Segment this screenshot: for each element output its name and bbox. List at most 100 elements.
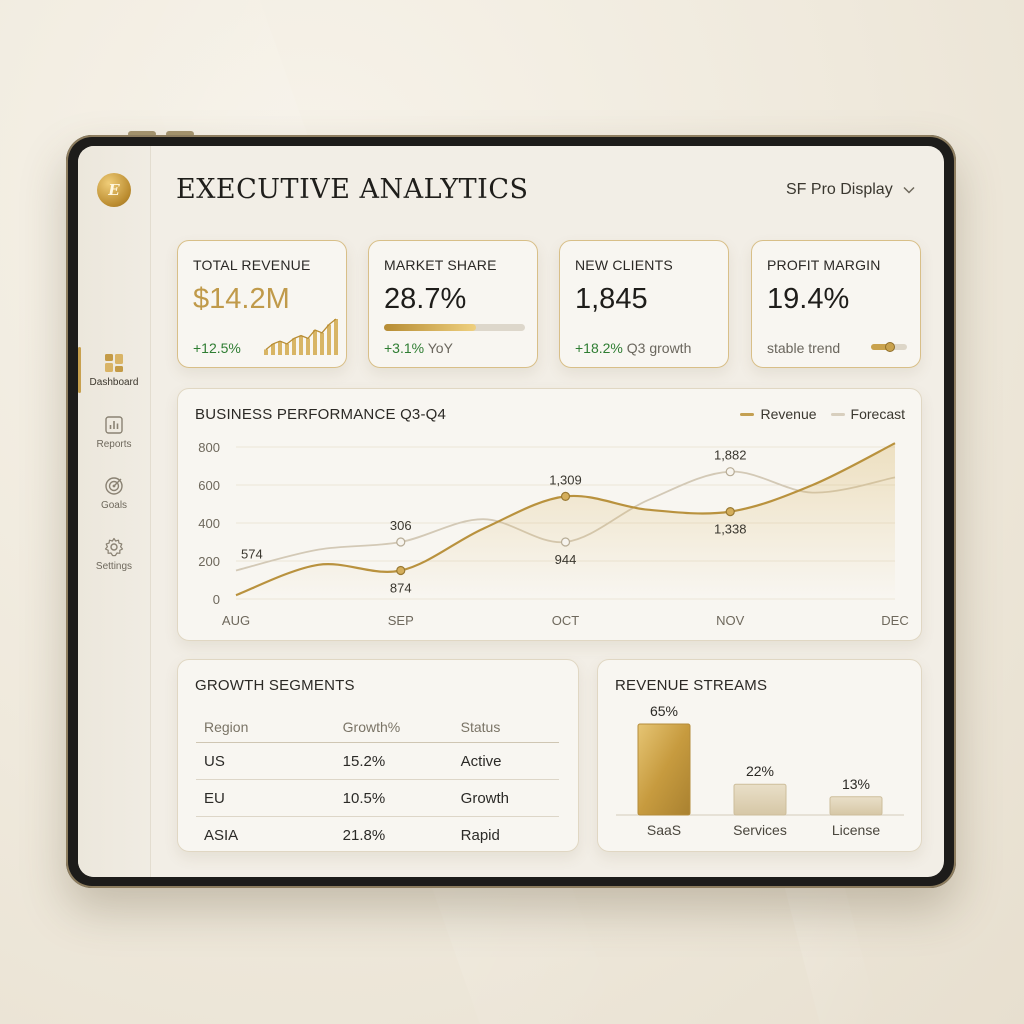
section-title: REVENUE STREAMS (615, 677, 768, 694)
kpi-card-new-clients[interactable]: NEW CLIENTS 1,845 +18.2% Q3 growth (559, 240, 729, 368)
chevron-down-icon (903, 186, 915, 194)
data-label: 944 (555, 552, 577, 567)
kpi-delta-value: +18.2% (575, 340, 623, 356)
sidebar-item-reports[interactable]: Reports (78, 415, 150, 450)
data-label: 874 (390, 581, 412, 596)
y-tick-label: 200 (198, 554, 220, 569)
bar-category-label: Services (733, 822, 787, 838)
kpi-label: TOTAL REVENUE (193, 257, 311, 273)
stream-bar-license[interactable] (829, 796, 883, 816)
revenue-sparkline (264, 318, 338, 355)
sparkline-bar (306, 338, 310, 355)
forecast-point[interactable] (560, 537, 571, 547)
kpi-value: 1,845 (575, 283, 648, 315)
sparkline-bar (264, 349, 268, 355)
target-icon (105, 477, 123, 495)
revenue-area (236, 443, 895, 599)
trend-slider[interactable] (871, 342, 907, 352)
table-cell: ASIA (204, 826, 239, 844)
page-title: EXECUTIVE ANALYTICS (176, 174, 529, 205)
table-cell: 21.8% (342, 826, 386, 844)
table-row[interactable]: ASIA 21.8% Rapid (196, 817, 559, 853)
sidebar-item-label: Reports (96, 439, 132, 450)
forecast-point[interactable] (725, 467, 735, 477)
revenue-streams-bar-chart: 65% SaaS 22% Services 13% License (616, 703, 904, 838)
column-header: Growth% (342, 719, 401, 735)
table-cell: US (204, 752, 225, 770)
sparkline-bar (271, 343, 275, 355)
sidebar-item-dashboard[interactable]: Dashboard (78, 353, 150, 388)
section-title: GROWTH SEGMENTS (195, 677, 355, 694)
kpi-card-total-revenue[interactable]: TOTAL REVENUE $14.2M +12.5% (177, 240, 347, 368)
kpi-delta: stable trend (767, 340, 840, 356)
kpi-card-market-share[interactable]: MARKET SHARE 28.7% +3.1% YoY (368, 240, 538, 368)
legend-swatch (740, 412, 755, 416)
progress-fill (384, 324, 476, 331)
tablet-frame: E Dashboard Reports (66, 135, 956, 888)
business-performance-card: BUSINESS PERFORMANCE Q3-Q4 Revenue Forec… (177, 388, 922, 641)
sidebar: E Dashboard Reports (78, 146, 151, 877)
table-cell: Rapid (460, 826, 500, 844)
table-row[interactable]: US 15.2% Active (196, 743, 559, 780)
kpi-card-profit-margin[interactable]: PROFIT MARGIN 19.4% stable trend (751, 240, 921, 368)
kpi-label: MARKET SHARE (384, 257, 497, 273)
table-header-row: Region Growth% Status (196, 712, 559, 743)
sparkline-bar (299, 335, 303, 355)
kpi-delta: +18.2% Q3 growth (575, 340, 691, 356)
table-row[interactable]: EU 10.5% Growth (196, 780, 559, 817)
kpi-label: PROFIT MARGIN (767, 257, 881, 273)
revenue-point[interactable] (396, 565, 406, 576)
sidebar-item-goals[interactable]: Goals (78, 476, 150, 511)
sparkline-bar (285, 343, 289, 355)
revenue-point[interactable] (560, 491, 571, 502)
reports-icon (105, 416, 123, 434)
data-label: 574 (241, 547, 263, 562)
font-selector[interactable]: SF Pro Display (786, 181, 915, 199)
forecast-point[interactable] (396, 537, 406, 547)
logo-glyph: E (108, 181, 120, 199)
table-cell: 10.5% (342, 789, 386, 807)
y-tick-label: 0 (213, 592, 220, 607)
legend-swatch (830, 412, 845, 416)
data-label: 1,882 (714, 448, 747, 463)
sparkline-bar (334, 319, 338, 355)
sidebar-item-settings[interactable]: Settings (78, 537, 150, 572)
x-tick-label: DEC (881, 613, 908, 628)
kpi-value: $14.2M (193, 283, 290, 315)
kpi-delta: +12.5% (193, 340, 241, 356)
screen: E Dashboard Reports (78, 146, 944, 877)
table-cell: 15.2% (342, 752, 386, 770)
kpi-delta-value: +3.1% (384, 340, 425, 356)
chart-legend: Revenue Forecast (740, 406, 905, 422)
bar-value-label: 65% (650, 703, 678, 719)
bar-value-label: 13% (842, 776, 870, 792)
table-cell: Growth (460, 789, 510, 807)
stream-bar-services[interactable] (733, 783, 787, 816)
sparkline-trend (265, 318, 337, 350)
legend-label: Revenue (760, 406, 817, 422)
legend-item-revenue: Revenue (740, 406, 817, 422)
legend-label: Forecast (850, 406, 905, 422)
growth-segments-card: GROWTH SEGMENTS Region Growth% Status US… (177, 659, 579, 852)
data-label: 1,338 (714, 522, 747, 537)
bar-category-label: SaaS (647, 822, 681, 838)
kpi-value: 28.7% (384, 283, 467, 315)
table-cell: EU (204, 789, 225, 807)
font-selector-value: SF Pro Display (786, 181, 893, 198)
section-title: BUSINESS PERFORMANCE Q3-Q4 (195, 406, 447, 423)
x-tick-label: SEP (388, 613, 414, 628)
revenue-point[interactable] (725, 506, 735, 517)
sidebar-item-label: Goals (100, 500, 128, 511)
performance-line-chart: 0 200 400 600 800 AUG SEP OCT NOV DEC 874 1,309 1,33… (198, 440, 908, 628)
kpi-delta-suffix: YoY (424, 340, 453, 356)
sparkline-bar (313, 330, 317, 355)
kpi-value: 19.4% (767, 283, 850, 315)
x-tick-label: NOV (716, 613, 745, 628)
stream-bar-saas[interactable] (637, 723, 691, 816)
kpi-delta-suffix: Q3 growth (622, 340, 692, 356)
legend-item-forecast: Forecast (830, 406, 905, 422)
bar-category-label: License (832, 822, 880, 838)
sidebar-item-label: Dashboard (89, 377, 139, 388)
slider-knob[interactable] (885, 342, 895, 352)
sparkline-bar (292, 338, 296, 355)
